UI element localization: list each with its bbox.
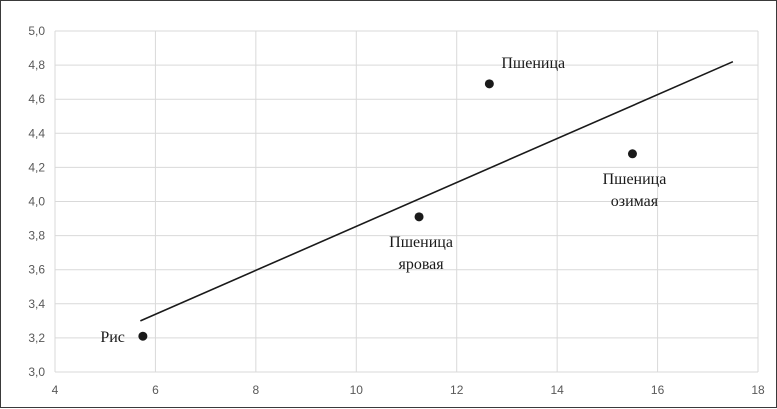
point-layer bbox=[138, 79, 637, 341]
point-label: Пшеница bbox=[603, 171, 667, 188]
x-tick-label: 6 bbox=[152, 383, 159, 397]
grid-layer bbox=[54, 30, 759, 373]
x-tick-label: 14 bbox=[550, 383, 564, 397]
point-label: яровая bbox=[398, 256, 444, 273]
y-tick-label: 3,2 bbox=[28, 331, 45, 345]
x-tick-label: 4 bbox=[52, 383, 59, 397]
point-label: Рис bbox=[100, 329, 125, 346]
data-point bbox=[138, 331, 148, 341]
x-tick-label: 10 bbox=[350, 383, 364, 397]
point-label: озимая bbox=[611, 193, 659, 210]
x-tick-label: 16 bbox=[651, 383, 665, 397]
y-tick-label: 4,6 bbox=[28, 92, 45, 106]
y-tick-label: 4,0 bbox=[28, 195, 45, 209]
y-tick-label: 3,4 bbox=[28, 297, 45, 311]
point-label: Пшеница bbox=[389, 234, 453, 251]
trendline bbox=[140, 60, 734, 322]
x-tick-label: 8 bbox=[253, 383, 260, 397]
y-tick-label: 4,8 bbox=[28, 58, 45, 72]
y-tick-label: 3,6 bbox=[28, 263, 45, 277]
y-tick-label: 3,8 bbox=[28, 229, 45, 243]
axis-layer: 3,0 3,2 3,4 3,6 3,8 4,0 4,2 4,4 4,6 4,8 5,0 4 6 8 10 12… bbox=[28, 24, 765, 397]
x-tick-label: 12 bbox=[450, 383, 464, 397]
y-tick-label: 3,0 bbox=[28, 365, 45, 379]
y-tick-label: 5,0 bbox=[28, 24, 45, 38]
data-point bbox=[414, 212, 424, 222]
data-point bbox=[627, 149, 637, 159]
data-point bbox=[484, 79, 494, 89]
trendline-layer bbox=[140, 60, 734, 322]
y-tick-label: 4,4 bbox=[28, 126, 45, 140]
y-tick-label: 4,2 bbox=[28, 160, 45, 174]
x-tick-label: 18 bbox=[751, 383, 765, 397]
point-label: Пшеница bbox=[501, 55, 565, 72]
label-layer: Рис Пшеница яровая Пшеница Пшеница озимая bbox=[100, 55, 666, 346]
